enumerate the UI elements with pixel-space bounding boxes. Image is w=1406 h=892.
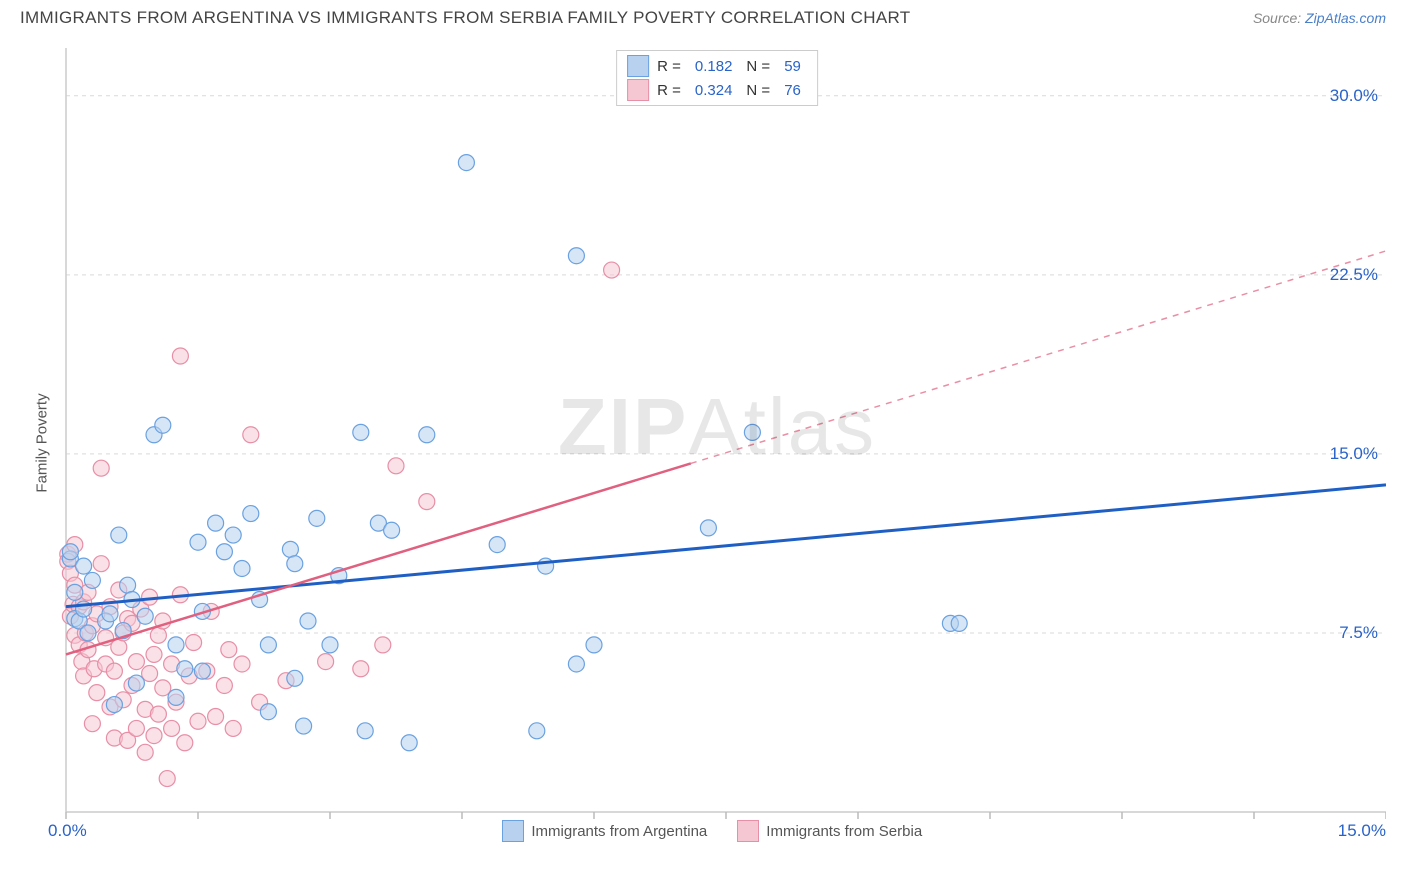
y-tick-label: 30.0% [1330,86,1378,106]
series-legend: Immigrants from Argentina Immigrants fro… [87,820,1338,842]
legend-row: R = 0.182 N = 59 [627,54,807,78]
r-value: 0.324 [695,82,733,99]
n-value: 59 [784,58,801,75]
x-axis-end: 15.0% [1338,821,1386,841]
bottom-legend: 0.0% Immigrants from Argentina Immigrant… [48,820,1386,842]
series-legend-item: Immigrants from Argentina [502,820,707,842]
y-tick-label: 22.5% [1330,265,1378,285]
source-link[interactable]: ZipAtlas.com [1305,10,1386,26]
n-label: N = [746,58,770,75]
series-label: Immigrants from Serbia [766,823,922,840]
source-label: Source: [1253,10,1305,26]
chart-area: Family Poverty ZIPAtlas R = 0.182 N = 59… [48,48,1386,838]
scatter-plot [48,48,1386,838]
x-axis-start: 0.0% [48,821,87,841]
series-legend-item: Immigrants from Serbia [737,820,922,842]
title-bar: IMMIGRANTS FROM ARGENTINA VS IMMIGRANTS … [0,0,1406,32]
series-label: Immigrants from Argentina [531,823,707,840]
n-value: 76 [784,82,801,99]
legend-swatch [627,55,649,77]
r-label: R = [657,82,681,99]
n-label: N = [746,82,770,99]
y-tick-label: 7.5% [1339,623,1378,643]
legend-swatch [502,820,524,842]
y-tick-label: 15.0% [1330,444,1378,464]
source-attribution: Source: ZipAtlas.com [1253,10,1386,26]
r-label: R = [657,58,681,75]
legend-swatch [627,79,649,101]
correlation-legend: R = 0.182 N = 59 R = 0.324 N = 76 [616,50,818,106]
legend-swatch [737,820,759,842]
legend-row: R = 0.324 N = 76 [627,78,807,102]
chart-title: IMMIGRANTS FROM ARGENTINA VS IMMIGRANTS … [20,8,910,28]
r-value: 0.182 [695,58,733,75]
